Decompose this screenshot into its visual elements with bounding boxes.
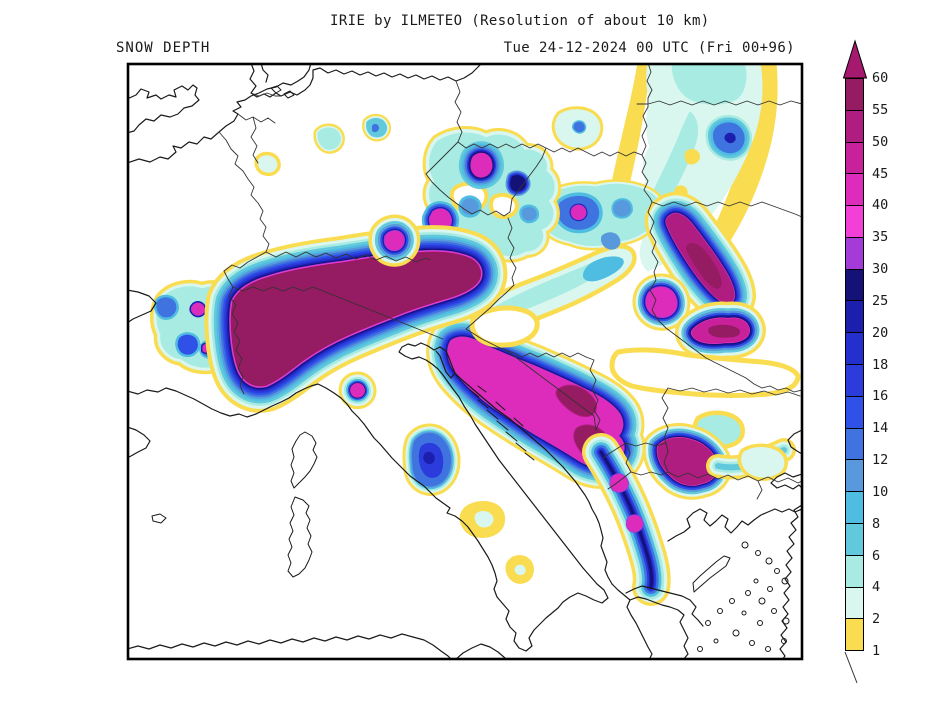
legend-band-1-2 <box>846 618 863 651</box>
variable-label: SNOW DEPTH <box>116 40 211 56</box>
legend-tick-55: 55 <box>872 101 889 118</box>
legend-band-12-14 <box>846 427 863 460</box>
legend-band-14-16 <box>846 395 863 428</box>
snow-region-balkan-tail <box>601 452 652 587</box>
legend-tick-60: 60 <box>872 70 889 86</box>
snow-spot-black-forest <box>385 232 403 250</box>
country-borders <box>218 65 801 500</box>
legend-band-45-50 <box>846 141 863 174</box>
legend-tick-35: 35 <box>872 229 889 246</box>
aegean-islands <box>697 541 790 652</box>
valid-time-label: Tue 24-12-2024 00 UTC (Fri 00+96) <box>503 40 795 56</box>
legend-tick-14: 14 <box>872 420 889 437</box>
legend-tick-8: 8 <box>872 515 881 532</box>
legend-tick-40: 40 <box>872 197 889 214</box>
page-title: IRIE by ILMETEO (Resolution of about 10 … <box>330 13 710 29</box>
legend-bar <box>845 78 864 651</box>
legend-tick-45: 45 <box>872 165 889 182</box>
legend-tick-30: 30 <box>872 261 889 277</box>
legend-band-2-4 <box>846 586 863 619</box>
legend-tick-20: 20 <box>872 324 889 341</box>
legend-band-30-35 <box>846 236 863 269</box>
legend-band-20-25 <box>846 300 863 333</box>
snow-region-balkan-mountains <box>658 416 784 485</box>
legend-tick-50: 50 <box>872 133 889 150</box>
legend-band-40-45 <box>846 173 863 206</box>
legend-tick-1: 1 <box>872 643 881 659</box>
legend-band-55-60 <box>846 79 863 110</box>
legend-band-16-18 <box>846 364 863 396</box>
legend-band-50-55 <box>846 109 863 142</box>
legend-tick-4: 4 <box>872 579 881 596</box>
legend-tick-6: 6 <box>872 547 881 564</box>
legend-tick-2: 2 <box>872 611 881 628</box>
coastlines <box>129 65 801 658</box>
map-frame <box>126 62 804 661</box>
legend-overflow-arrow <box>842 39 868 79</box>
legend-band-35-40 <box>846 205 863 237</box>
legend-band-6-8 <box>846 522 863 555</box>
legend-band-25-30 <box>846 268 863 301</box>
legend-band-10-12 <box>846 459 863 492</box>
legend-band-4-6 <box>846 554 863 587</box>
legend-tick-18: 18 <box>872 356 889 373</box>
snow-spot-northeast <box>713 123 744 153</box>
snow-region-south-carpathians <box>692 318 749 342</box>
legend-tick-12: 12 <box>872 452 889 468</box>
snow-spot-bohemia <box>557 112 598 145</box>
legend-tick-25: 25 <box>872 292 889 309</box>
legend-band-18-20 <box>846 332 863 365</box>
legend-tick-10: 10 <box>872 483 889 500</box>
legend-leader-line <box>844 651 858 684</box>
snow-spot-small-patches <box>258 118 386 172</box>
legend-band-8-10 <box>846 491 863 523</box>
legend-tick-16: 16 <box>872 388 889 405</box>
plain-gap-hungary <box>472 308 537 345</box>
